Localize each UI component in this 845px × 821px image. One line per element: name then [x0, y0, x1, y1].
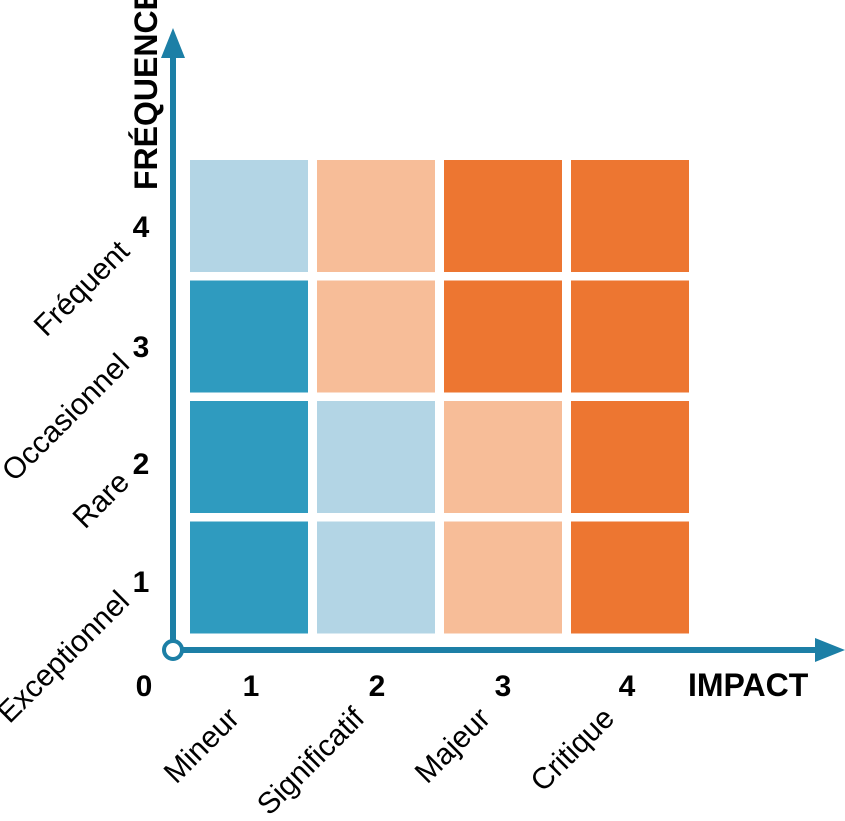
matrix-cell: [190, 280, 308, 393]
col-number: 4: [619, 670, 636, 703]
matrix-cell: [444, 401, 562, 513]
col-label: Majeur: [409, 702, 497, 790]
col-number: 3: [495, 670, 512, 703]
matrix-cell: [444, 280, 562, 393]
matrix-cell: [571, 401, 689, 513]
matrix-cell: [317, 521, 435, 634]
x-axis-arrow-icon: [815, 638, 845, 662]
row-label: Fréquent: [28, 234, 137, 343]
row-label: Occasionnel: [0, 348, 136, 488]
origin-marker: [162, 639, 184, 661]
matrix-cell: [444, 521, 562, 634]
matrix-cells: [190, 160, 689, 634]
impact-labels: 1 Mineur 2 Significatif 3 Majeur 4 Criti…: [158, 670, 636, 821]
col-label: Significatif: [251, 701, 371, 816]
matrix-cell: [571, 160, 689, 272]
matrix-cell: [190, 160, 308, 272]
matrix-cell: [571, 521, 689, 634]
row-number: 2: [133, 448, 150, 481]
col-label: Mineur: [158, 702, 246, 790]
row-label: Rare: [67, 466, 136, 535]
col-number: 2: [369, 670, 386, 703]
matrix-cell: [317, 160, 435, 272]
col-label: Critique: [525, 702, 621, 798]
row-number: 3: [133, 331, 150, 364]
matrix-cell: [444, 160, 562, 272]
col-number: 1: [243, 670, 260, 703]
x-axis-title: IMPACT: [688, 667, 809, 703]
row-number: 4: [133, 211, 150, 244]
matrix-cell: [190, 401, 308, 513]
matrix-cell: [317, 401, 435, 513]
y-axis-title: FRÉQUENCE: [128, 0, 164, 190]
row-label: Exceptionnel: [0, 585, 136, 730]
y-axis-arrow-icon: [161, 28, 185, 58]
matrix-cell: [190, 521, 308, 634]
origin-label: 0: [136, 670, 153, 703]
axes: [161, 28, 845, 662]
matrix-cell: [317, 280, 435, 393]
matrix-cell: [571, 280, 689, 393]
frequency-labels: 4 Fréquent 3 Occasionnel 2 Rare 1 Except…: [0, 211, 150, 729]
row-number: 1: [133, 566, 150, 599]
